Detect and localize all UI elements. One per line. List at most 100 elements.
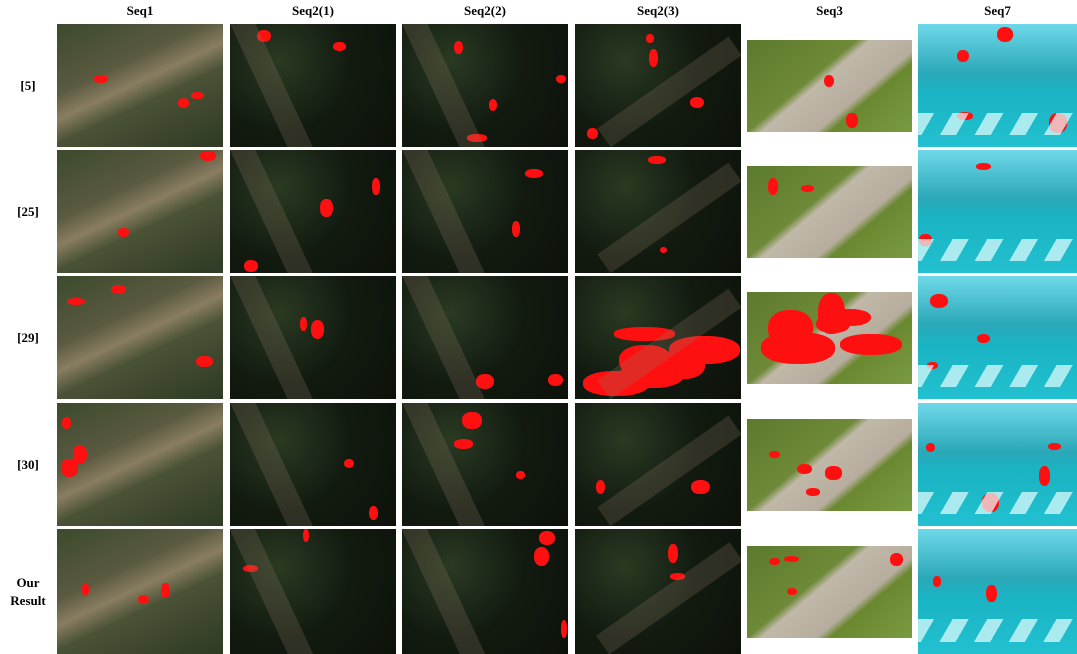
detection	[997, 27, 1013, 42]
column-header: Seq7	[918, 3, 1077, 21]
detection	[690, 97, 704, 109]
detection	[840, 334, 902, 355]
detection	[489, 99, 498, 111]
detection	[1039, 466, 1050, 486]
detection	[200, 151, 216, 161]
result-image	[402, 150, 568, 273]
result-image	[918, 150, 1077, 273]
result-image	[230, 276, 396, 399]
result-image	[575, 276, 741, 399]
result-image	[230, 150, 396, 273]
detection	[826, 309, 870, 327]
detection	[196, 356, 212, 367]
detection	[824, 75, 835, 87]
column-header: Seq1	[57, 3, 223, 21]
detection	[930, 294, 949, 308]
detection	[769, 558, 780, 565]
column-header: Seq2(2)	[402, 3, 568, 21]
result-image	[402, 24, 568, 147]
detection	[806, 488, 820, 496]
detection	[372, 178, 380, 195]
detection	[191, 92, 204, 99]
detection	[927, 362, 938, 368]
detection	[320, 199, 332, 217]
detection	[244, 260, 258, 272]
detection	[919, 234, 932, 246]
detection	[556, 75, 566, 83]
detection	[620, 361, 684, 388]
detection	[67, 298, 85, 305]
detection	[61, 459, 77, 477]
detection	[933, 576, 941, 587]
result-image	[57, 529, 223, 654]
result-image	[918, 276, 1077, 399]
detection	[118, 228, 129, 237]
detection	[768, 178, 778, 195]
detection	[986, 585, 996, 602]
detection	[890, 553, 903, 566]
detection	[784, 556, 800, 562]
detection	[957, 50, 969, 62]
detection	[82, 583, 89, 595]
detection	[801, 185, 814, 192]
detection	[797, 464, 812, 475]
detection	[596, 480, 606, 494]
detection	[516, 471, 525, 479]
detection	[977, 334, 990, 344]
detection	[668, 544, 678, 563]
column-header: Seq2(1)	[230, 3, 396, 21]
result-image	[747, 419, 912, 511]
detection	[769, 451, 780, 458]
result-image	[747, 546, 912, 638]
detection	[300, 317, 306, 331]
result-image	[918, 24, 1077, 147]
row-label: [30]	[0, 456, 56, 474]
detection	[646, 34, 654, 43]
result-image	[57, 403, 223, 526]
detection	[467, 134, 487, 142]
column-header: Seq2(3)	[575, 3, 741, 21]
result-image	[575, 403, 741, 526]
result-image	[918, 529, 1077, 654]
detection	[976, 163, 991, 170]
detection	[303, 529, 309, 542]
detection	[691, 480, 710, 495]
detection	[561, 620, 567, 638]
result-image	[230, 403, 396, 526]
detection	[333, 42, 346, 51]
detection	[178, 98, 190, 108]
detection	[670, 573, 685, 580]
detection	[768, 310, 813, 347]
result-image	[402, 403, 568, 526]
detection	[138, 595, 148, 604]
detection	[649, 49, 658, 67]
detection	[476, 374, 495, 389]
detection	[94, 75, 108, 83]
detection	[648, 156, 666, 164]
result-image	[918, 403, 1077, 526]
row-label: [25]	[0, 203, 56, 221]
result-image	[575, 24, 741, 147]
result-image	[230, 529, 396, 654]
detection	[243, 565, 258, 572]
detection	[926, 443, 935, 452]
result-image	[57, 150, 223, 273]
detection	[454, 41, 463, 55]
detection	[846, 113, 858, 129]
row-label: Our Result	[0, 574, 56, 610]
result-image	[575, 529, 741, 654]
detection	[344, 459, 355, 468]
result-image	[747, 166, 912, 258]
detection	[111, 285, 126, 295]
detection	[660, 247, 667, 253]
row-label: [5]	[0, 77, 56, 95]
detection	[614, 327, 675, 341]
detection	[454, 439, 474, 449]
detection	[539, 531, 556, 545]
detection	[587, 128, 598, 139]
result-image	[402, 529, 568, 654]
detection	[534, 547, 549, 566]
detection	[369, 506, 378, 521]
detection	[462, 412, 481, 429]
result-image	[57, 24, 223, 147]
